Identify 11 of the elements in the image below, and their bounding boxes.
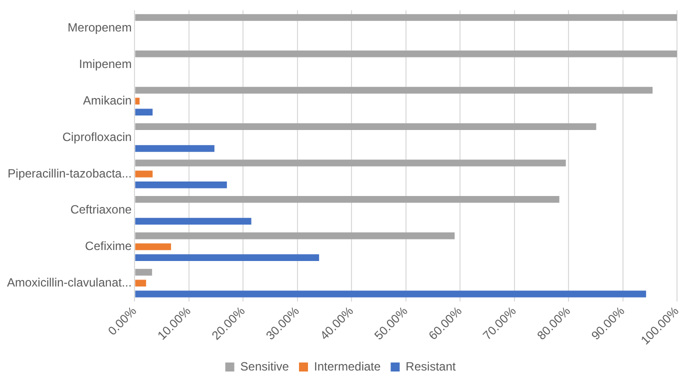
y-tick-label: Piperacillin-tazobacta... [8,166,132,180]
y-tick-label: Ceftriaxone [70,202,132,217]
y-tick-label: Cefixime [85,239,132,254]
y-tick-label: Meropenem [68,20,132,35]
legend-label: Sensitive [240,359,290,374]
y-tick-label: Amoxicillin-clavulanat... [6,275,132,290]
legend-label: Resistant [406,359,456,374]
y-tick-label: Ciprofloxacin [62,130,132,144]
y-tick-label: Amikacin [83,93,132,108]
legend-label: Intermediate [314,359,382,374]
y-tick-label: Imipenem [79,57,132,72]
